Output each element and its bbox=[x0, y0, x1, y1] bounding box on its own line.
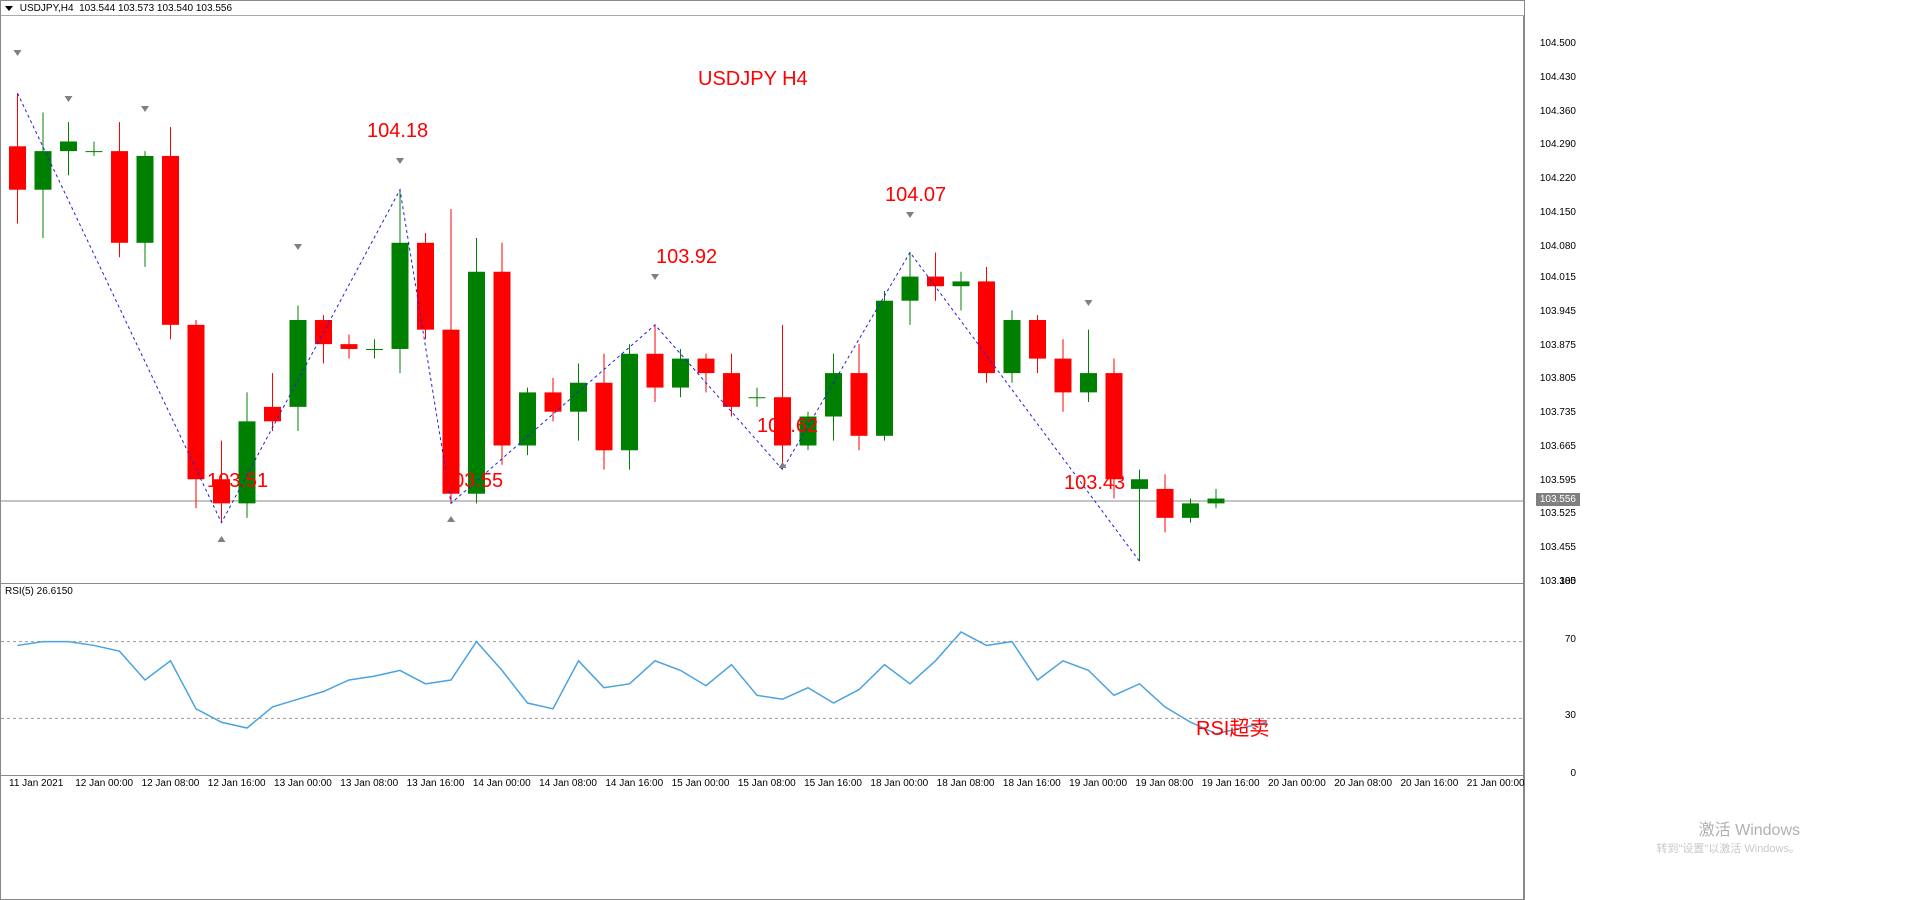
x-tick-label: 13 Jan 00:00 bbox=[274, 778, 332, 789]
y-tick-label: 104.290 bbox=[1540, 139, 1576, 150]
y-tick-label: 103.525 bbox=[1540, 508, 1576, 519]
x-tick-label: 12 Jan 08:00 bbox=[142, 778, 200, 789]
rsi-y-tick: 100 bbox=[1559, 576, 1576, 587]
x-tick-label: 18 Jan 00:00 bbox=[870, 778, 928, 789]
x-tick-label: 20 Jan 08:00 bbox=[1334, 778, 1392, 789]
x-tick-label: 14 Jan 00:00 bbox=[473, 778, 531, 789]
y-axis: 104.500 104.430 104.360 104.290 104.220 104.1… bbox=[1524, 0, 1580, 900]
y-tick-label: 104.150 bbox=[1540, 207, 1576, 218]
price-annotation: 104.07 bbox=[885, 184, 946, 207]
y-tick-label: 104.080 bbox=[1540, 241, 1576, 252]
chart-header: USDJPY,H4 103.544 103.573 103.540 103.55… bbox=[1, 1, 1525, 16]
current-price-tag: 103.556 bbox=[1536, 493, 1580, 506]
x-tick-label: 15 Jan 00:00 bbox=[672, 778, 730, 789]
price-annotation: 103.43 bbox=[1064, 472, 1125, 495]
price-annotation: 103.51 bbox=[207, 470, 268, 493]
x-tick-label: 14 Jan 08:00 bbox=[539, 778, 597, 789]
y-tick-label: 103.595 bbox=[1540, 475, 1576, 486]
rsi-panel[interactable]: RSI(5) 26.6150 RSI超卖 bbox=[1, 583, 1525, 775]
rsi-y-tick: 0 bbox=[1570, 768, 1576, 779]
price-annotation: 103.62 bbox=[757, 415, 818, 438]
x-tick-label: 20 Jan 00:00 bbox=[1268, 778, 1326, 789]
y-tick-label: 104.360 bbox=[1540, 106, 1576, 117]
x-tick-label: 13 Jan 08:00 bbox=[340, 778, 398, 789]
y-tick-label: 104.500 bbox=[1540, 38, 1576, 49]
price-annotation: 103.92 bbox=[656, 246, 717, 269]
watermark-sub: 转到"设置"以激活 Windows。 bbox=[1657, 840, 1801, 856]
watermark: 激活 Windows bbox=[1699, 816, 1800, 840]
symbol-label: USDJPY,H4 bbox=[20, 3, 74, 14]
price-svg bbox=[1, 16, 1525, 583]
x-tick-label: 19 Jan 08:00 bbox=[1135, 778, 1193, 789]
y-tick-label: 104.015 bbox=[1540, 272, 1576, 283]
x-tick-label: 15 Jan 08:00 bbox=[738, 778, 796, 789]
rsi-annotation: RSI超卖 bbox=[1196, 712, 1269, 741]
x-tick-label: 12 Jan 00:00 bbox=[75, 778, 133, 789]
y-tick-label: 103.455 bbox=[1540, 542, 1576, 553]
x-tick-label: 21 Jan 00:00 bbox=[1467, 778, 1525, 789]
y-tick-label: 103.735 bbox=[1540, 407, 1576, 418]
price-panel[interactable]: USDJPY H4 104.18 104.07 103.92 103.51 103.55… bbox=[1, 16, 1525, 583]
x-tick-label: 11 Jan 2021 bbox=[9, 778, 63, 789]
x-tick-label: 12 Jan 16:00 bbox=[208, 778, 266, 789]
dropdown-icon[interactable] bbox=[5, 6, 13, 11]
chart-area: USDJPY,H4 103.544 103.573 103.540 103.55… bbox=[0, 0, 1524, 900]
rsi-svg bbox=[1, 584, 1525, 776]
y-tick-label: 103.945 bbox=[1540, 306, 1576, 317]
x-axis: 11 Jan 2021 12 Jan 00:00 12 Jan 08:00 12 Ja… bbox=[1, 775, 1525, 805]
x-tick-label: 14 Jan 16:00 bbox=[605, 778, 663, 789]
price-annotation: 103.55 bbox=[442, 470, 503, 493]
ohlc-label: 103.544 103.573 103.540 103.556 bbox=[79, 3, 232, 14]
y-tick-label: 103.665 bbox=[1540, 441, 1576, 452]
x-tick-label: 20 Jan 16:00 bbox=[1400, 778, 1458, 789]
chart-title: USDJPY H4 bbox=[698, 68, 808, 91]
rsi-y-tick: 30 bbox=[1565, 710, 1576, 721]
price-annotation: 104.18 bbox=[367, 120, 428, 143]
x-tick-label: 18 Jan 08:00 bbox=[937, 778, 995, 789]
x-tick-label: 15 Jan 16:00 bbox=[804, 778, 862, 789]
x-tick-label: 19 Jan 00:00 bbox=[1069, 778, 1127, 789]
y-tick-label: 104.430 bbox=[1540, 72, 1576, 83]
rsi-y-tick: 70 bbox=[1565, 634, 1576, 645]
x-tick-label: 18 Jan 16:00 bbox=[1003, 778, 1061, 789]
x-tick-label: 19 Jan 16:00 bbox=[1202, 778, 1260, 789]
y-tick-label: 103.805 bbox=[1540, 373, 1576, 384]
x-tick-label: 13 Jan 16:00 bbox=[407, 778, 465, 789]
y-tick-label: 103.875 bbox=[1540, 340, 1576, 351]
y-tick-label: 104.220 bbox=[1540, 173, 1576, 184]
